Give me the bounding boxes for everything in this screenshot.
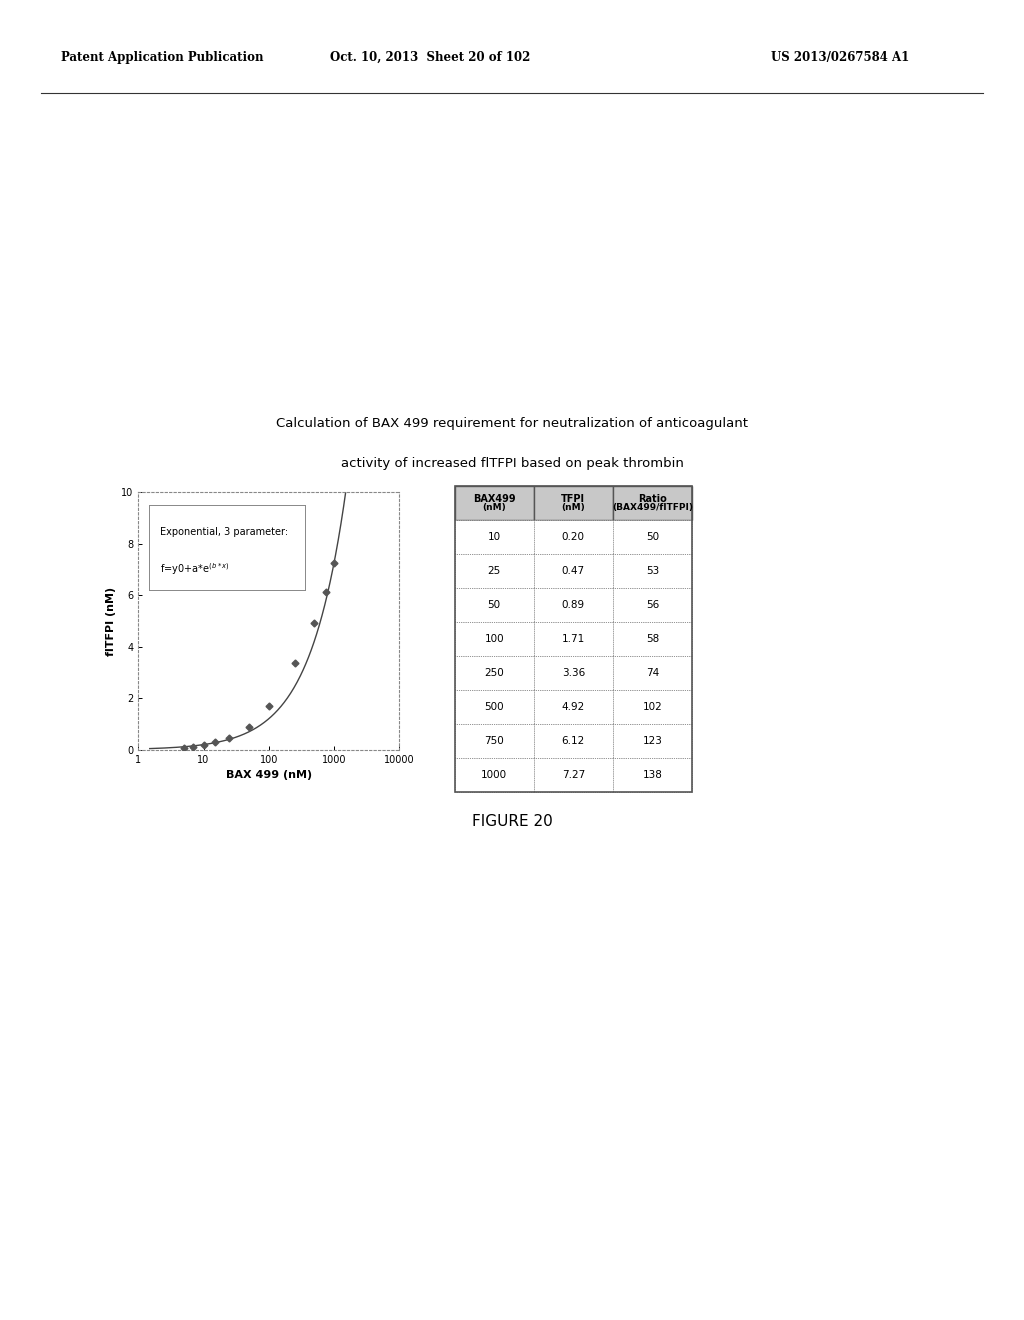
- Text: 6.12: 6.12: [562, 737, 585, 746]
- Text: TFPI: TFPI: [561, 494, 586, 504]
- Text: 58: 58: [646, 634, 659, 644]
- Text: 123: 123: [643, 737, 663, 746]
- Text: 750: 750: [484, 737, 504, 746]
- Text: 4.92: 4.92: [562, 702, 585, 711]
- Text: activity of increased flTFPI based on peak thrombin: activity of increased flTFPI based on pe…: [341, 457, 683, 470]
- Text: 56: 56: [646, 599, 659, 610]
- Bar: [534, 690, 613, 723]
- Text: Oct. 10, 2013  Sheet 20 of 102: Oct. 10, 2013 Sheet 20 of 102: [330, 51, 530, 65]
- Text: (BAX499/flTFPI): (BAX499/flTFPI): [612, 503, 693, 512]
- Text: 250: 250: [484, 668, 504, 678]
- Bar: [534, 723, 613, 758]
- Text: 102: 102: [643, 702, 663, 711]
- Text: FIGURE 20: FIGURE 20: [472, 814, 552, 829]
- X-axis label: BAX 499 (nM): BAX 499 (nM): [225, 770, 312, 780]
- Text: 1.71: 1.71: [562, 634, 585, 644]
- Text: 50: 50: [487, 599, 501, 610]
- Bar: [534, 486, 613, 520]
- Bar: [613, 656, 692, 690]
- Text: 0.47: 0.47: [562, 566, 585, 576]
- Bar: [534, 520, 613, 554]
- Text: 53: 53: [646, 566, 659, 576]
- Text: Patent Application Publication: Patent Application Publication: [61, 51, 264, 65]
- Text: 50: 50: [646, 532, 659, 541]
- Y-axis label: flTFPI (nM): flTFPI (nM): [105, 586, 116, 656]
- Text: Calculation of BAX 499 requirement for neutralization of anticoagulant: Calculation of BAX 499 requirement for n…: [276, 417, 748, 430]
- Bar: [613, 554, 692, 587]
- Bar: [455, 656, 534, 690]
- Bar: [613, 723, 692, 758]
- Text: 138: 138: [643, 770, 663, 780]
- Text: 7.27: 7.27: [562, 770, 585, 780]
- Bar: [455, 486, 534, 520]
- Text: US 2013/0267584 A1: US 2013/0267584 A1: [770, 51, 909, 65]
- Text: 1000: 1000: [481, 770, 507, 780]
- Bar: [455, 690, 534, 723]
- Text: Ratio: Ratio: [638, 494, 667, 504]
- Text: BAX499: BAX499: [473, 494, 515, 504]
- Text: 0.89: 0.89: [562, 599, 585, 610]
- Text: 0.20: 0.20: [562, 532, 585, 541]
- Bar: [613, 520, 692, 554]
- Text: 500: 500: [484, 702, 504, 711]
- Bar: [455, 554, 534, 587]
- Bar: [534, 656, 613, 690]
- Text: 100: 100: [484, 634, 504, 644]
- Text: (nM): (nM): [561, 503, 585, 512]
- Text: 74: 74: [646, 668, 659, 678]
- Bar: [534, 587, 613, 622]
- Bar: [613, 587, 692, 622]
- Bar: [455, 622, 534, 656]
- Bar: [534, 622, 613, 656]
- Text: 3.36: 3.36: [562, 668, 585, 678]
- Bar: [455, 723, 534, 758]
- Text: 10: 10: [487, 532, 501, 541]
- Bar: [455, 758, 534, 792]
- Bar: [613, 486, 692, 520]
- Bar: [613, 622, 692, 656]
- Bar: [613, 758, 692, 792]
- Text: (nM): (nM): [482, 503, 506, 512]
- Bar: [455, 587, 534, 622]
- Bar: [534, 554, 613, 587]
- Text: 25: 25: [487, 566, 501, 576]
- Bar: [455, 520, 534, 554]
- Bar: [613, 690, 692, 723]
- Bar: [534, 758, 613, 792]
